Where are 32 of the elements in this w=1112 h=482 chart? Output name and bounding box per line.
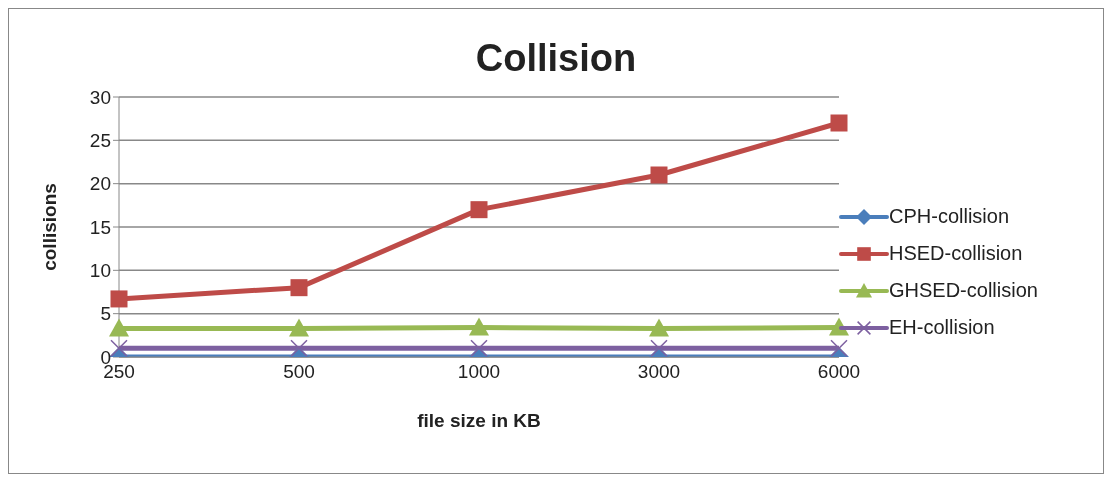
x-tick-label: 3000 <box>637 361 681 383</box>
point <box>470 339 488 357</box>
point <box>110 339 128 357</box>
legend-label: EH-collision <box>889 316 995 339</box>
point <box>109 318 129 337</box>
point <box>290 279 308 297</box>
point <box>110 290 128 308</box>
point <box>469 317 489 336</box>
x-tick-label: 1000 <box>457 361 501 383</box>
point <box>289 318 309 337</box>
point <box>290 339 308 357</box>
x-tick-label: 6000 <box>817 361 861 383</box>
point <box>830 114 848 132</box>
y-axis-title: collisions <box>38 183 60 271</box>
legend-label: GHSED-collision <box>889 279 1038 302</box>
chart-title: Collision <box>474 37 638 81</box>
point <box>470 201 488 219</box>
point <box>650 339 668 357</box>
legend-label: CPH-collision <box>889 205 1010 228</box>
x-tick-label: 500 <box>283 361 315 383</box>
y-tick-label: 20 <box>89 173 111 195</box>
point <box>649 318 669 337</box>
point <box>650 166 668 184</box>
point <box>829 317 849 336</box>
legend-label: HSED-collision <box>889 242 1023 265</box>
y-tick-label: 5 <box>100 303 111 325</box>
y-tick-label: 10 <box>89 260 111 282</box>
point <box>830 339 848 357</box>
y-tick-label: 25 <box>89 130 111 152</box>
y-tick-label: 30 <box>89 86 111 108</box>
x-axis-title: file size in KB <box>417 410 541 431</box>
y-tick-label: 15 <box>89 216 111 238</box>
